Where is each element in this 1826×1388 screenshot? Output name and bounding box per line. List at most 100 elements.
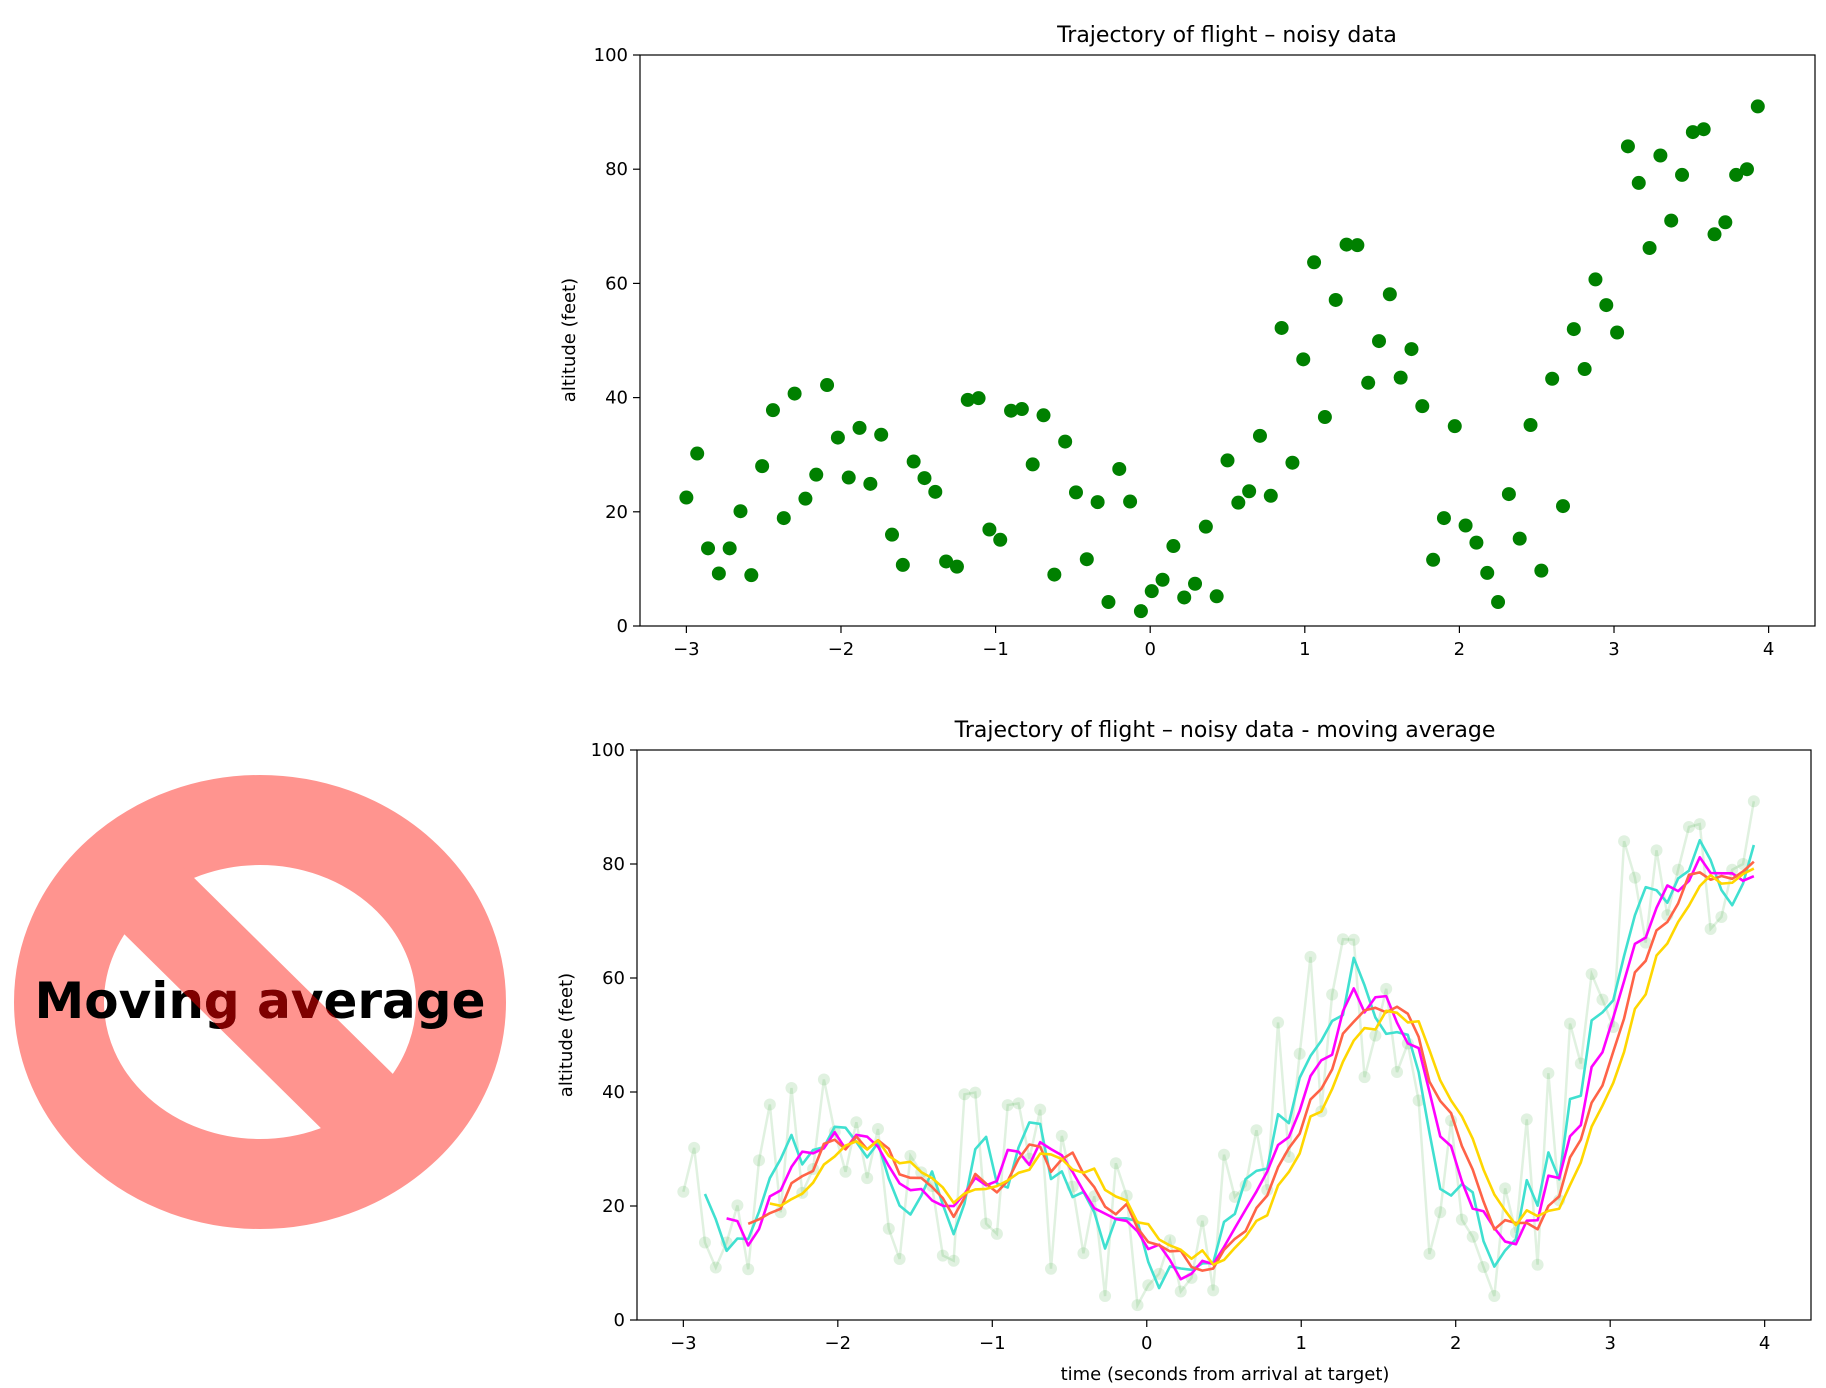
scatter-point	[874, 427, 889, 442]
raw-series-point	[1055, 1129, 1068, 1142]
x-tick-label: −2	[825, 1333, 852, 1354]
scatter-point	[1750, 99, 1765, 114]
y-tick-label: 20	[602, 1196, 625, 1217]
raw-series-point	[1618, 835, 1631, 848]
scatter-point	[1501, 487, 1516, 502]
scatter-point	[1285, 455, 1300, 470]
scatter-point	[852, 420, 867, 435]
scatter-point	[1047, 567, 1062, 582]
scatter-point	[755, 459, 770, 474]
scatter-point	[1610, 325, 1625, 340]
scatter-point	[1339, 237, 1354, 252]
scatter-point	[1166, 539, 1181, 554]
scatter-point	[982, 522, 997, 537]
plot-area	[677, 795, 1760, 1312]
raw-series-point	[1250, 1124, 1263, 1137]
chart-title: Trajectory of flight – noisy data - movi…	[954, 718, 1496, 743]
scatter-point	[1123, 494, 1138, 509]
raw-series-point	[1704, 922, 1717, 935]
scatter-point	[1220, 453, 1235, 468]
scatter-point	[1685, 125, 1700, 140]
scatter-point	[1675, 167, 1690, 182]
raw-series-point	[1650, 844, 1663, 857]
scatter-point	[1577, 362, 1592, 377]
scatter-point	[1545, 371, 1560, 386]
scatter-point	[906, 454, 921, 469]
no-sign-graphic: Moving average Moving average	[14, 775, 506, 1229]
raw-series-point	[1434, 1206, 1447, 1219]
scatter-point	[928, 484, 943, 499]
scatter-point	[711, 566, 726, 581]
scatter-point	[1133, 604, 1148, 619]
scatter-point	[1480, 565, 1495, 580]
scatter-point	[787, 386, 802, 401]
scatter-point	[1177, 590, 1192, 605]
x-tick-label: −2	[828, 639, 855, 660]
raw-series-point	[936, 1249, 949, 1262]
raw-series-point	[980, 1217, 993, 1230]
moving-average-line	[726, 855, 1755, 1281]
raw-series-point	[1012, 1097, 1025, 1110]
scatter-point	[690, 446, 705, 461]
raw-series-point	[1499, 1182, 1512, 1195]
scatter-point	[1231, 495, 1246, 510]
raw-series-point	[763, 1098, 776, 1111]
raw-series-point	[882, 1222, 895, 1235]
scatter-point	[1534, 563, 1549, 578]
raw-series-point	[1336, 933, 1349, 946]
scatter-point	[1436, 511, 1451, 526]
chart-title: Trajectory of flight – noisy data	[1056, 23, 1397, 48]
plot-area	[679, 99, 1765, 619]
scatter-point	[1004, 403, 1019, 418]
scatter-point	[1014, 402, 1029, 417]
raw-series-point	[1531, 1258, 1544, 1271]
moving-average-line	[747, 860, 1755, 1272]
scatter-point	[939, 554, 954, 569]
scatter-point	[733, 504, 748, 519]
raw-series-point	[1358, 1071, 1371, 1084]
scatter-point	[1555, 499, 1570, 514]
raw-series-point	[904, 1149, 917, 1162]
scatter-point	[1469, 535, 1484, 550]
scatter-point	[798, 491, 813, 506]
raw-series-point	[1423, 1247, 1436, 1260]
raw-series-point	[1412, 1094, 1425, 1107]
raw-series-point	[958, 1088, 971, 1101]
x-tick-label: 1	[1299, 639, 1310, 660]
x-tick-label: 3	[1604, 1333, 1615, 1354]
x-tick-label: 4	[1763, 639, 1774, 660]
scatter-point	[776, 511, 791, 526]
raw-series-point	[1380, 982, 1393, 995]
raw-series-line	[682, 801, 1756, 1310]
x-axis: −3 −2 −1 0 1 2 3 4	[670, 1320, 1770, 1354]
raw-series-point	[969, 1086, 982, 1099]
scatter-point	[1426, 552, 1441, 567]
scatter-point	[1112, 461, 1127, 476]
scatter-point	[1361, 375, 1376, 390]
scatter-point	[744, 568, 759, 583]
raw-series-point	[893, 1253, 906, 1266]
scatter-point	[1328, 292, 1343, 307]
raw-series-point	[1228, 1190, 1241, 1203]
raw-series-point	[1693, 818, 1706, 831]
raw-series-point	[1272, 1016, 1285, 1029]
scatter-point	[1631, 175, 1646, 190]
raw-series-point	[861, 1172, 874, 1185]
scatter-point	[1588, 272, 1603, 287]
raw-series-point	[839, 1165, 852, 1178]
scatter-point	[1415, 399, 1430, 414]
raw-series-point	[742, 1263, 755, 1276]
scatter-point	[1188, 576, 1203, 591]
scatter-point	[1155, 572, 1170, 587]
raw-series-point	[1488, 1290, 1501, 1303]
y-axis: 0 20 40 60 80 100	[591, 740, 637, 1331]
scatter-point	[722, 541, 737, 556]
scatter-point	[1296, 352, 1311, 367]
y-tick-label: 0	[617, 616, 628, 637]
scatter-point	[701, 541, 716, 556]
no-sign-text: Moving average	[35, 972, 486, 1030]
raw-series-point	[1682, 820, 1695, 833]
scatter-point	[1382, 287, 1397, 302]
raw-series-point	[1109, 1157, 1122, 1170]
moving-average-line	[769, 867, 1755, 1266]
